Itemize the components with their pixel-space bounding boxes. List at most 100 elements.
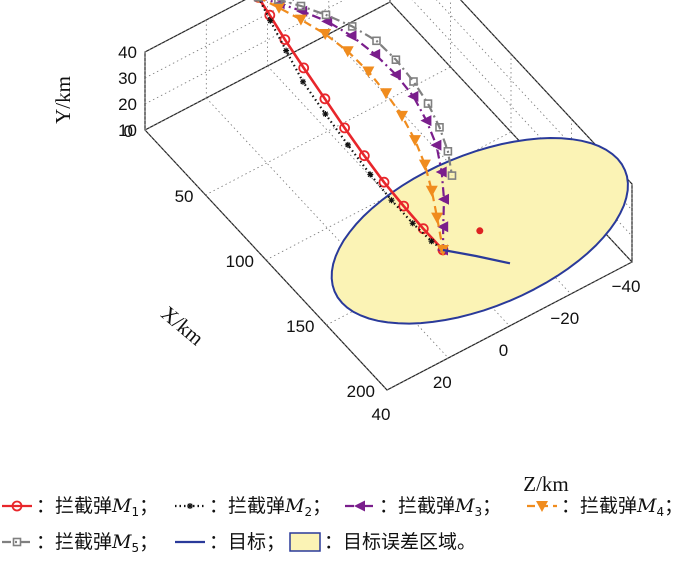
- x-tick-0: 0: [124, 122, 133, 141]
- point-M2-2: [283, 47, 290, 54]
- region-center-point: [476, 227, 484, 235]
- x-tick-50: 50: [175, 187, 194, 206]
- legend-item-region: ：目标误差区域。: [289, 531, 476, 553]
- point-M1-4: [319, 93, 331, 105]
- point-M2-7: [388, 197, 395, 204]
- line-target: [442, 248, 511, 265]
- grid-side-y-10: [389, 1, 633, 263]
- legend-marker-M1: [11, 500, 23, 512]
- point-M3-8: [420, 115, 432, 127]
- point-M4-11: [431, 212, 444, 224]
- point-M5-9: [435, 123, 444, 132]
- point-M4-4: [341, 46, 354, 58]
- legend-label-M3: ：拦截弹M3；: [379, 495, 501, 519]
- x-tick-100: 100: [226, 252, 254, 271]
- point-M2-5: [344, 141, 351, 148]
- series-M4: [256, 0, 449, 256]
- legend-item-M2: ：拦截弹M2；: [175, 495, 331, 519]
- z-axis-label: Z/km: [523, 472, 569, 496]
- legend-label-M2: ：拦截弹M2；: [209, 495, 331, 519]
- point-M5-7: [409, 77, 418, 86]
- point-M4-2: [294, 14, 307, 26]
- point-M5-5: [372, 36, 381, 46]
- grid-floor-z-20: [206, 97, 449, 359]
- x-tick-150: 150: [286, 317, 314, 336]
- y-axis-label: Y/km: [51, 76, 75, 124]
- grid-floor-z-40: [144, 129, 388, 391]
- point-M1-7: [378, 176, 390, 188]
- grid-back-y-40: [144, 0, 246, 53]
- line-M1: [258, 0, 444, 251]
- legend: ：拦截弹M1； ：拦截弹M2； ：拦截弹M3； ：拦截弹M4； ：拦截弹M5； ：目标； ：…: [2, 495, 683, 555]
- legend-label-M5: ：拦截弹M5；: [36, 531, 158, 555]
- point-M2-1: [267, 17, 274, 24]
- grid-floor-x-50: [205, 66, 451, 196]
- point-M5-4: [347, 22, 357, 31]
- y-tick-30: 30: [118, 69, 137, 88]
- grid-back-y-30: [144, 0, 296, 79]
- x-tick-200: 200: [347, 382, 375, 401]
- point-M1-5: [339, 122, 351, 134]
- point-M3-9: [430, 139, 442, 151]
- legend-label-M4: ：拦截弹M4；: [561, 495, 683, 519]
- grid-floor-z-0: [267, 65, 510, 327]
- point-M3-6: [389, 69, 401, 81]
- legend-item-M1: ：拦截弹M1；: [2, 495, 158, 519]
- point-M2-4: [322, 111, 329, 117]
- legend-item-M4: ：拦截弹M4；: [527, 495, 683, 519]
- point-M2-9: [428, 238, 435, 245]
- point-M2-6: [367, 171, 374, 178]
- axes-back-wall: [144, 0, 391, 130]
- grid-floor-z--20: [328, 33, 572, 295]
- point-M5-10: [443, 147, 453, 156]
- legend-item-M3: ：拦截弹M3；: [345, 495, 501, 519]
- point-M4-6: [380, 88, 392, 100]
- z-tick-0: 0: [499, 341, 508, 360]
- legend-item-M5: ：拦截弹M5；: [2, 531, 158, 555]
- y-tick-20: 20: [118, 95, 137, 114]
- point-M5-8: [423, 99, 433, 108]
- series-target: [442, 248, 511, 265]
- legend-marker-M3: [354, 500, 365, 512]
- point-M1-3: [298, 62, 310, 74]
- point-M5-11: [447, 171, 457, 180]
- point-M3-5: [369, 48, 381, 60]
- series-M2: [257, 0, 446, 253]
- point-M2-3: [300, 78, 306, 85]
- point-M5-3: [321, 10, 331, 20]
- point-M4-10: [425, 185, 438, 197]
- point-M1-8: [398, 200, 410, 212]
- point-M5-0: [253, 0, 263, 2]
- target-error-region: [330, 136, 629, 325]
- series-lines: [253, 0, 511, 265]
- grid-side-y-20: [411, 0, 633, 237]
- point-M5-6: [391, 55, 401, 65]
- point-M3-12: [437, 221, 449, 233]
- series-M5: [253, 0, 457, 180]
- z-tick-40: 40: [372, 405, 391, 424]
- y-tick-40: 40: [118, 43, 137, 62]
- point-M4-5: [362, 66, 375, 78]
- line-M3: [263, 0, 446, 251]
- point-M4-9: [418, 159, 431, 171]
- point-M5-1: [274, 0, 283, 5]
- point-M4-8: [409, 135, 421, 147]
- legend-marker-M5: [12, 537, 22, 547]
- legend-label-target: ：目标；: [209, 531, 285, 553]
- point-M4-1: [273, 2, 285, 14]
- z-tick--40: −40: [612, 277, 641, 296]
- point-M4-3: [319, 29, 332, 40]
- point-M1-2: [279, 34, 291, 45]
- point-M3-4: [345, 30, 357, 42]
- point-M3-11: [438, 193, 449, 205]
- grid-back-y-20: [144, 0, 345, 105]
- grid-floor-x-200: [386, 261, 633, 391]
- legend-label-M1: ：拦截弹M1；: [36, 495, 158, 519]
- legend-item-target: ：目标；: [175, 531, 285, 553]
- point-M5-2: [296, 1, 306, 11]
- point-M3-7: [407, 90, 419, 102]
- legend-swatch-region: [289, 532, 321, 552]
- line-M2: [258, 0, 444, 251]
- z-tick--20: −20: [550, 309, 579, 328]
